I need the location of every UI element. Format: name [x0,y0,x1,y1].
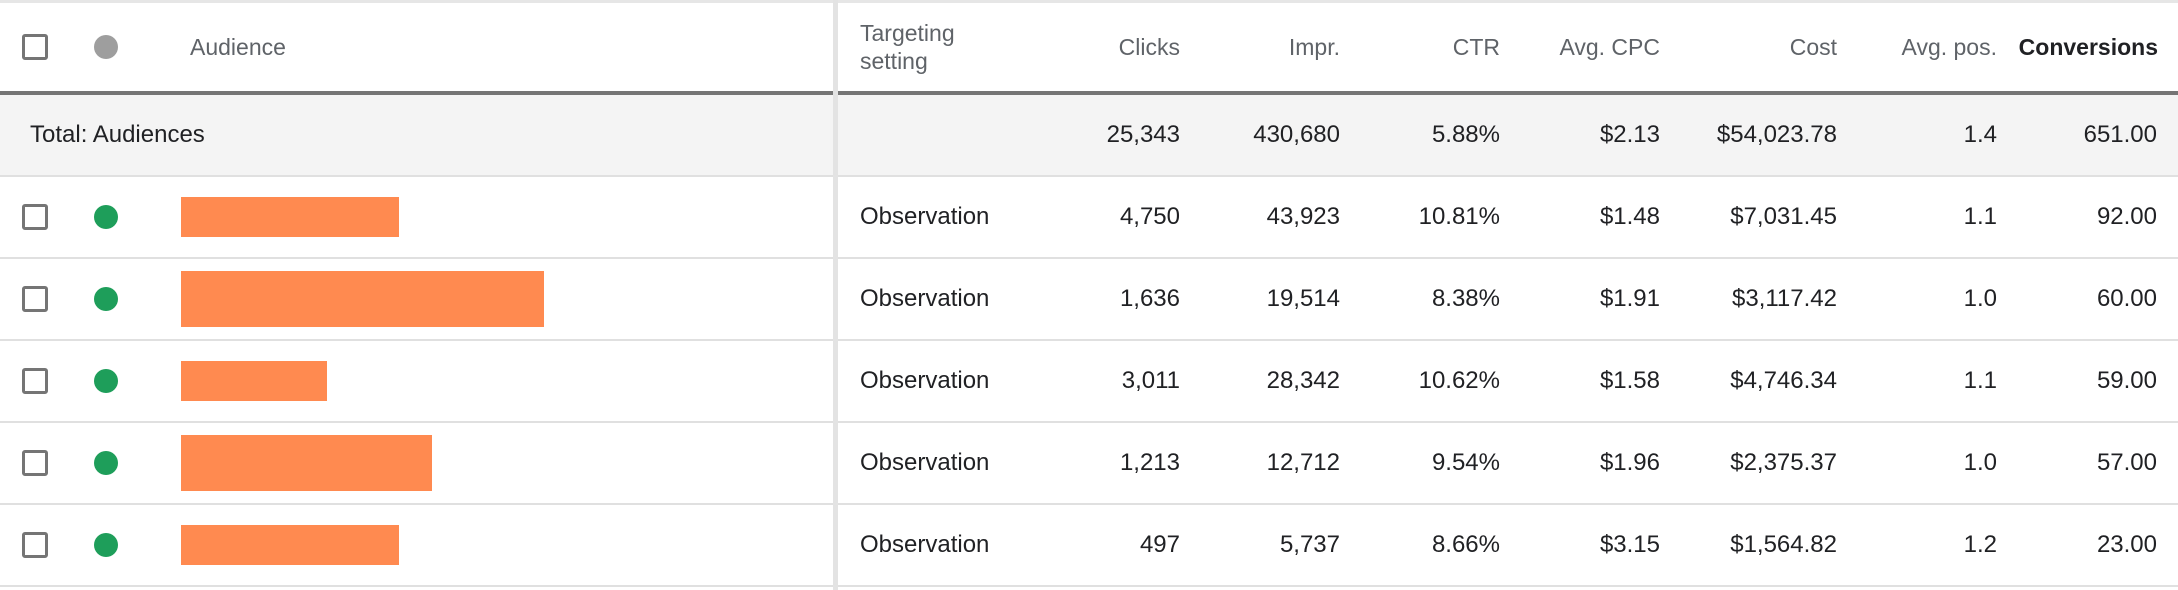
row-avg-pos: 1.0 [1963,285,1997,312]
row-checkbox[interactable] [22,368,48,394]
table-header: Audience Targeting setting Clicks Impr. … [0,0,2178,95]
row-checkbox[interactable] [22,204,48,230]
total-avg-cpc: $2.13 [1599,121,1660,148]
row-impr: 19,514 [1266,285,1340,312]
row-avg-cpc: $1.58 [1599,367,1660,394]
row-impr: 5,737 [1279,531,1340,558]
header-avg-pos[interactable]: Avg. pos. [1901,33,1997,60]
total-conversions: 651.00 [2083,121,2157,148]
row-targeting: Observation [860,531,990,558]
status-header-icon[interactable] [94,35,118,59]
row-avg-cpc: $1.91 [1599,285,1660,312]
table-row: Observation 1,213 12,712 9.54% $1.96 $2,… [0,423,2178,505]
row-avg-pos: 1.1 [1963,203,1997,230]
header-targeting-line2: setting [860,48,928,74]
row-avg-pos: 1.0 [1963,449,1997,476]
row-checkbox[interactable] [22,450,48,476]
select-all-checkbox[interactable] [22,34,48,60]
total-avg-pos: 1.4 [1963,121,1997,148]
row-avg-pos: 1.2 [1963,531,1997,558]
row-cost: $4,746.34 [1730,367,1837,394]
row-targeting: Observation [860,285,990,312]
row-checkbox[interactable] [22,286,48,312]
total-impr: 430,680 [1253,121,1340,148]
table-row: Observation 497 5,737 8.66% $3.15 $1,564… [0,505,2178,587]
table-row: Observation 3,011 28,342 10.62% $1.58 $4… [0,341,2178,423]
row-conversions: 92.00 [2096,203,2157,230]
row-ctr: 8.66% [1431,531,1500,558]
row-avg-cpc: $1.96 [1599,449,1660,476]
row-clicks: 4,750 [1119,203,1180,230]
audience-name-redacted[interactable] [181,361,327,401]
status-enabled-icon [94,451,118,475]
row-avg-cpc: $1.48 [1599,203,1660,230]
row-conversions: 57.00 [2096,449,2157,476]
header-impr[interactable]: Impr. [1288,33,1340,60]
header-conversions: Conversions [2018,33,2158,60]
row-checkbox[interactable] [22,532,48,558]
row-cost: $3,117.42 [1732,285,1837,312]
row-targeting: Observation [860,367,990,394]
row-ctr: 8.38% [1431,285,1500,312]
header-clicks[interactable]: Clicks [1118,33,1180,60]
header-targeting-line1: Targeting [860,20,955,46]
total-row: Total: Audiences 25,343 430,680 5.88% $2… [0,95,2178,177]
header-targeting-setting[interactable]: Targeting setting [860,3,955,91]
audience-name-redacted[interactable] [181,525,399,565]
row-ctr: 10.62% [1418,367,1500,394]
status-enabled-icon [94,369,118,393]
row-clicks: 497 [1139,531,1180,558]
row-clicks: 1,213 [1119,449,1180,476]
audience-name-redacted[interactable] [181,197,399,237]
total-cost: $54,023.78 [1716,121,1837,148]
row-cost: $2,375.37 [1730,449,1837,476]
header-ctr[interactable]: CTR [1452,33,1500,60]
audience-name-redacted[interactable] [181,435,432,491]
column-resize-divider[interactable] [833,0,838,590]
total-clicks: 25,343 [1106,121,1180,148]
table-row: Observation 1,636 19,514 8.38% $1.91 $3,… [0,259,2178,341]
row-cost: $7,031.45 [1730,203,1837,230]
header-audience[interactable]: Audience [190,33,286,60]
row-avg-pos: 1.1 [1963,367,1997,394]
header-conversions-cell[interactable]: Conversions [1997,3,2158,91]
table-row: Observation 4,750 43,923 10.81% $1.48 $7… [0,177,2178,259]
row-ctr: 9.54% [1431,449,1500,476]
row-targeting: Observation [860,203,990,230]
row-impr: 12,712 [1266,449,1340,476]
row-clicks: 1,636 [1119,285,1180,312]
header-avg-cpc[interactable]: Avg. CPC [1559,33,1660,60]
row-conversions: 59.00 [2096,367,2157,394]
row-cost: $1,564.82 [1730,531,1837,558]
row-conversions: 23.00 [2096,531,2157,558]
row-impr: 43,923 [1266,203,1340,230]
row-clicks: 3,011 [1121,367,1180,394]
status-enabled-icon [94,287,118,311]
row-impr: 28,342 [1266,367,1340,394]
audience-name-redacted[interactable] [181,271,544,327]
row-conversions: 60.00 [2096,285,2157,312]
status-enabled-icon [94,205,118,229]
header-cost[interactable]: Cost [1789,33,1837,60]
total-label: Total: Audiences [30,121,205,148]
total-ctr: 5.88% [1431,121,1500,148]
row-avg-cpc: $3.15 [1599,531,1660,558]
row-ctr: 10.81% [1418,203,1500,230]
status-enabled-icon [94,533,118,557]
row-targeting: Observation [860,449,990,476]
